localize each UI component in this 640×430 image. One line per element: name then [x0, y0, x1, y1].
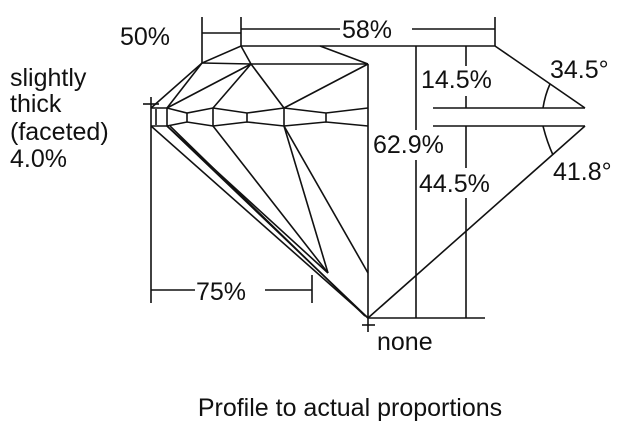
crown-height-label: 14.5%: [421, 66, 492, 94]
dimension-lines: [143, 17, 554, 332]
diamond-outline: [150, 45, 586, 319]
star-length-label: 50%: [120, 23, 170, 51]
girdle-thickness-label: 4.0%: [10, 145, 67, 173]
girdle-label-line3: (faceted): [10, 118, 109, 146]
caption: Profile to actual proportions: [198, 394, 502, 422]
girdle-label-line1: slightly: [10, 64, 87, 92]
pavilion-depth-label: 44.5%: [419, 170, 490, 198]
crown-angle-label: 34.5°: [550, 56, 609, 84]
pavilion-angle-label: 41.8°: [553, 158, 612, 186]
table-percent-label: 58%: [342, 16, 392, 44]
lower-half-label: 75%: [196, 278, 246, 306]
total-depth-label: 62.9%: [373, 131, 444, 159]
culet-label: none: [377, 328, 433, 356]
girdle-label-line2: thick: [10, 90, 62, 118]
